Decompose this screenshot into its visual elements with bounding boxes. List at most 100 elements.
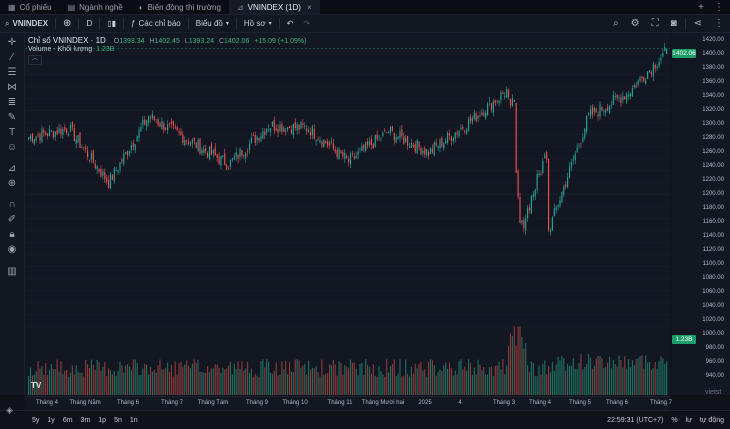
undo-button[interactable]: ↶ [282, 15, 299, 32]
volume-bar [641, 355, 643, 395]
add-tab-button[interactable]: + [698, 1, 704, 13]
candle [58, 123, 60, 134]
settings-button[interactable]: ⚙ [625, 15, 646, 32]
candle [532, 190, 534, 201]
bar-style-button[interactable]: ▯▮ [102, 15, 121, 32]
candle [226, 163, 228, 171]
volume-bar [460, 359, 462, 395]
volume-bar [523, 348, 525, 395]
tab-vnindex-chart[interactable]: ⊿ VNINDEX (1D) × [228, 0, 320, 14]
candle [308, 126, 310, 134]
brush-icon[interactable]: ✎ [7, 112, 17, 123]
candle [654, 63, 656, 73]
range-3m[interactable]: 3m [80, 416, 91, 424]
fib-icon[interactable]: ≣ [7, 97, 17, 108]
volume-bar [100, 370, 102, 395]
volume-bar [605, 366, 607, 395]
price-label: 1380.00 [702, 65, 724, 71]
volume-bar [220, 372, 222, 395]
tab-stocks[interactable]: ▦ Cổ phiếu [0, 0, 60, 14]
volume-bar [466, 370, 468, 395]
range-1p[interactable]: 1p [98, 416, 107, 424]
range-1y[interactable]: 1y [47, 416, 55, 424]
volume-bar [300, 367, 302, 395]
smiley-icon[interactable]: ☺ [6, 142, 18, 153]
candle [134, 143, 136, 153]
volume-bar [288, 362, 291, 395]
pitchfork-icon[interactable]: ⋈ [7, 82, 17, 93]
symbol-search[interactable]: ⌕ VNINDEX [0, 15, 53, 32]
candle [113, 166, 115, 185]
trend-line-icon[interactable]: ⁄ [11, 52, 13, 63]
volume-bar [656, 368, 658, 395]
volume-bar [365, 359, 367, 395]
tab-sectors[interactable]: ▤ Ngành nghề [60, 0, 131, 14]
candle [119, 161, 121, 174]
pencil-lock-icon[interactable]: ✐ [7, 214, 17, 225]
percent-toggle[interactable]: % [671, 416, 678, 424]
volume-bar [66, 370, 68, 395]
tab-market-movers[interactable]: ◐ Biến động thị trường [131, 0, 229, 14]
volume-bar [132, 359, 134, 395]
magnet-icon[interactable]: ∩ [8, 199, 16, 210]
range-5y[interactable]: 5y [32, 416, 40, 424]
candle [52, 131, 54, 140]
auto-scale-toggle[interactable]: tự động [699, 416, 724, 424]
volume-bar [214, 364, 216, 395]
chart-type-button[interactable]: Biểu đồ ▾ [191, 15, 234, 32]
more-menu-icon[interactable]: ⋮ [714, 1, 724, 13]
crosshair-icon[interactable]: ✛ [7, 37, 17, 48]
volume-bar [576, 369, 578, 395]
layers-icon[interactable]: ◈ [6, 405, 13, 415]
candle [321, 140, 323, 149]
lock-icon[interactable]: 🔒︎ [9, 229, 15, 240]
candle [399, 126, 401, 143]
camera-button[interactable]: ◙ [665, 15, 683, 32]
redo-button[interactable]: ↷ [298, 15, 315, 32]
volume-bar [207, 365, 209, 395]
candle [273, 116, 275, 134]
time-axis[interactable]: Tháng 4 Tháng Năm Tháng 6 Tháng 7 Tháng Tám T… [25, 396, 672, 410]
volume-bar [315, 366, 317, 395]
share-button[interactable]: ⋖ [688, 15, 708, 32]
candlestick-chart[interactable] [25, 33, 670, 395]
text-icon[interactable]: T [8, 127, 16, 138]
range-1n[interactable]: 1n [129, 416, 138, 424]
horizontal-lines-icon[interactable]: ☰ [7, 67, 17, 78]
log-toggle[interactable]: lư [685, 416, 692, 424]
tradingview-logo[interactable]: TV [31, 381, 42, 390]
volume-bar [149, 367, 152, 395]
fullscreen-button[interactable]: ⛶ [646, 15, 665, 32]
ruler-icon[interactable]: ⊿ [7, 163, 17, 174]
volume-bar [483, 367, 485, 395]
range-6m[interactable]: 6m [62, 416, 73, 424]
interval-button[interactable]: D [86, 19, 93, 28]
candle [83, 147, 85, 151]
options-button[interactable]: ⋮ [708, 15, 730, 32]
candle [479, 111, 481, 118]
candle [521, 219, 523, 226]
zoom-in-icon[interactable]: ⊕ [7, 178, 17, 189]
chart-pane[interactable] [25, 33, 670, 395]
indicators-button[interactable]: ƒ Các chỉ báo [126, 15, 186, 32]
candle [167, 120, 169, 134]
candle [189, 140, 192, 147]
close-tab-icon[interactable]: × [306, 2, 312, 12]
profile-button[interactable]: Hồ sơ ▾ [239, 15, 277, 32]
eye-icon[interactable]: ◉ [7, 244, 17, 255]
candle [317, 136, 319, 141]
volume-bar [418, 364, 420, 395]
quick-search-button[interactable]: ⌕ [607, 15, 625, 32]
candle [416, 138, 418, 155]
candle [288, 125, 291, 129]
range-5n[interactable]: 5n [114, 416, 122, 424]
collapse-legend-button[interactable]: ︿ [28, 55, 42, 65]
candle [243, 154, 245, 160]
price-axis[interactable]: 1420.00 1400.00 1380.00 1360.00 1340.00 1320.… [671, 33, 730, 395]
volume-bar [106, 376, 108, 395]
compare-button[interactable]: ⊕ [58, 15, 76, 32]
candle [570, 158, 572, 172]
candle [188, 137, 190, 147]
candle [237, 154, 239, 164]
trash-icon[interactable]: ▥ [7, 266, 17, 277]
